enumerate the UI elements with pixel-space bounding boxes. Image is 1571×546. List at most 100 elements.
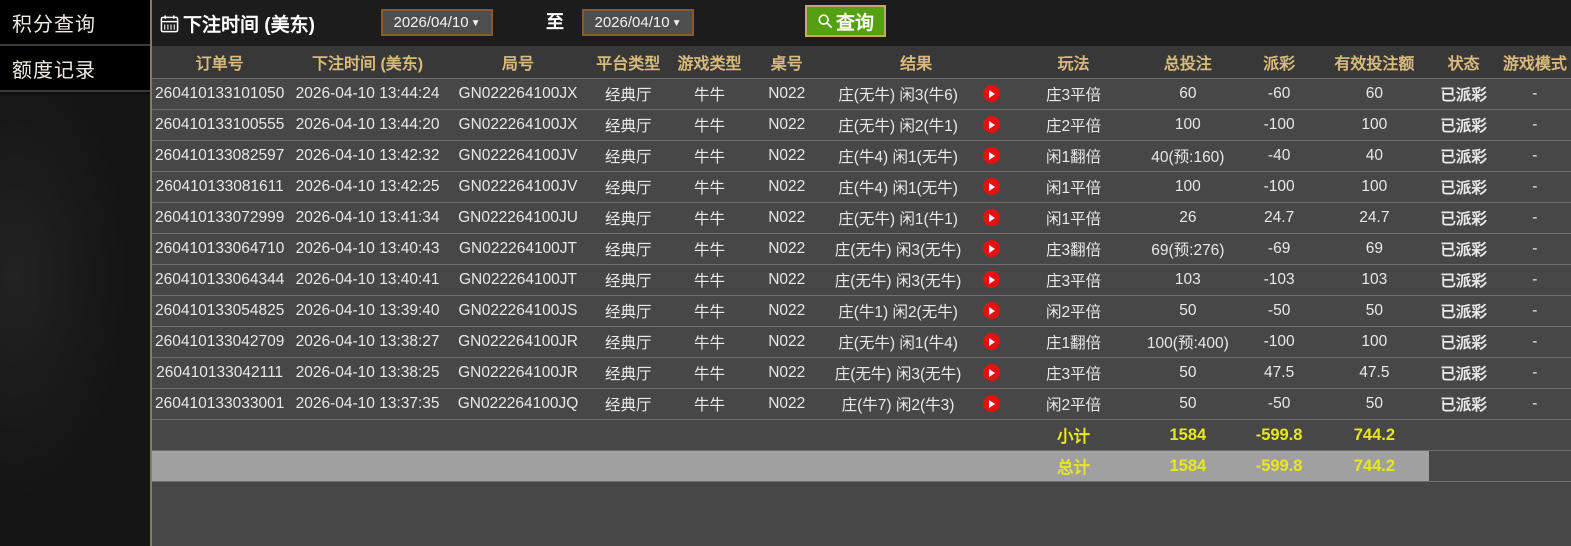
sidebar-item-label: 积分查询 [12, 13, 96, 36]
table-row[interactable]: 260410133042709 2026-04-10 13:38:27 GN0222… [152, 326, 1571, 358]
cell-order-no: 260410133033001 [152, 388, 288, 420]
table-row[interactable]: 260410133042111 2026-04-10 13:38:25 GN0222… [152, 357, 1571, 389]
play-circle-icon[interactable] [982, 333, 1000, 351]
play-circle-icon[interactable] [982, 271, 1000, 289]
cell-payout: -60 [1238, 78, 1321, 110]
cell-status: 已派彩 [1428, 109, 1499, 141]
table-row[interactable]: 260410133082597 2026-04-10 13:42:32 GN0222… [152, 140, 1571, 172]
play-circle-icon[interactable] [982, 302, 1000, 320]
table-row[interactable]: 260410133100555 2026-04-10 13:44:20 GN0222… [152, 109, 1571, 141]
cell-round-no: GN022264100JQ [447, 388, 589, 420]
cell-result: 庄(牛1) 闲2(无牛) [822, 295, 974, 327]
col-header-game-mode[interactable]: 游戏模式 [1498, 46, 1571, 79]
play-circle-icon[interactable] [982, 178, 1000, 196]
cell-status: 已派彩 [1428, 264, 1499, 296]
cell-bet-type: 庄3平倍 [1009, 264, 1138, 296]
col-header-game-type[interactable]: 游戏类型 [668, 46, 751, 79]
col-header-table-no[interactable]: 桌号 [750, 46, 823, 79]
cell-platform: 经典厅 [588, 388, 669, 420]
col-header-status[interactable]: 状态 [1428, 46, 1499, 79]
calendar-icon [160, 14, 179, 33]
play-circle-icon[interactable] [982, 364, 1000, 382]
bet-time-label: 下注时间 (美东) [183, 14, 315, 36]
date-to-picker[interactable]: 2026/04/10 ▼ [582, 9, 694, 36]
col-header-bet-type[interactable]: 玩法 [1009, 46, 1138, 79]
cell-game-type: 牛牛 [668, 171, 751, 203]
cell-bet-type: 庄3翻倍 [1009, 233, 1138, 265]
table-row[interactable]: 260410133064710 2026-04-10 13:40:43 GN0222… [152, 233, 1571, 265]
query-button[interactable]: 查询 [805, 5, 887, 37]
table-row[interactable]: 260410133064344 2026-04-10 13:40:41 GN0222… [152, 264, 1571, 296]
play-circle-icon[interactable] [982, 395, 1000, 413]
play-circle-icon[interactable] [982, 240, 1000, 258]
subtotal-game-mode-blank [1498, 419, 1571, 451]
total-spacer [152, 450, 1010, 482]
query-button-label: 查询 [836, 12, 875, 34]
cell-replay [973, 140, 1010, 172]
cell-valid-bet: 50 [1320, 295, 1429, 327]
cell-game-mode: - [1498, 357, 1571, 389]
sidebar-item-label: 额度记录 [12, 59, 96, 82]
table-row[interactable]: 260410133054825 2026-04-10 13:39:40 GN0222… [152, 295, 1571, 327]
cell-platform: 经典厅 [588, 109, 669, 141]
cell-round-no: GN022264100JT [447, 233, 589, 265]
cell-result: 庄(无牛) 闲1(牛1) [822, 202, 974, 234]
cell-table-no: N022 [750, 140, 823, 172]
cell-order-no: 260410133081611 [152, 171, 288, 203]
subtotal-payout: -599.8 [1238, 419, 1321, 451]
cell-bet-type: 闲2平倍 [1009, 388, 1138, 420]
col-header-payout[interactable]: 派彩 [1238, 46, 1321, 79]
cell-round-no: GN022264100JR [447, 326, 589, 358]
cell-result: 庄(无牛) 闲3(无牛) [822, 357, 974, 389]
cell-valid-bet: 100 [1320, 326, 1429, 358]
date-from-picker[interactable]: 2026/04/10 ▼ [381, 9, 493, 36]
play-circle-icon[interactable] [982, 147, 1000, 165]
col-header-platform[interactable]: 平台类型 [588, 46, 669, 79]
cell-table-no: N022 [750, 171, 823, 203]
cell-status: 已派彩 [1428, 140, 1499, 172]
col-header-valid-bet[interactable]: 有效投注额 [1320, 46, 1429, 79]
cell-order-no: 260410133101050 [152, 78, 288, 110]
col-header-bet-time[interactable]: 下注时间 (美东) [287, 46, 448, 79]
cell-table-no: N022 [750, 264, 823, 296]
cell-result: 庄(无牛) 闲3(牛6) [822, 78, 974, 110]
cell-valid-bet: 24.7 [1320, 202, 1429, 234]
cell-total-bet: 100 [1137, 109, 1238, 141]
cell-payout: -100 [1238, 109, 1321, 141]
sidebar-item-credit-record[interactable]: 额度记录 [0, 46, 150, 92]
cell-bet-type: 闲1平倍 [1009, 171, 1138, 203]
cell-game-type: 牛牛 [668, 326, 751, 358]
play-circle-icon[interactable] [982, 209, 1000, 227]
subtotal-status-blank [1428, 419, 1499, 451]
table-row[interactable]: 260410133072999 2026-04-10 13:41:34 GN0222… [152, 202, 1571, 234]
cell-payout: -69 [1238, 233, 1321, 265]
play-circle-icon[interactable] [982, 85, 1000, 103]
col-header-result[interactable]: 结果 [822, 46, 1010, 79]
cell-payout: -100 [1238, 171, 1321, 203]
cell-table-no: N022 [750, 78, 823, 110]
cell-valid-bet: 40 [1320, 140, 1429, 172]
sidebar-item-points-query[interactable]: 积分查询 [0, 0, 150, 46]
cell-total-bet: 50 [1137, 357, 1238, 389]
subtotal-row: 小计 1584 -599.8 744.2 [152, 419, 1571, 451]
table-row[interactable]: 260410133081611 2026-04-10 13:42:25 GN0222… [152, 171, 1571, 203]
table-row[interactable]: 260410133033001 2026-04-10 13:37:35 GN0222… [152, 388, 1571, 420]
cell-platform: 经典厅 [588, 233, 669, 265]
date-range-separator-label: 至 [546, 12, 564, 32]
total-label: 总计 [1009, 450, 1138, 482]
cell-valid-bet: 100 [1320, 171, 1429, 203]
col-header-total-bet[interactable]: 总投注 [1137, 46, 1238, 79]
play-circle-icon[interactable] [982, 116, 1000, 134]
col-header-round-no[interactable]: 局号 [447, 46, 589, 79]
table-row[interactable]: 260410133101050 2026-04-10 13:44:24 GN0222… [152, 78, 1571, 110]
cell-bet-time: 2026-04-10 13:40:41 [287, 264, 448, 296]
cell-total-bet: 103 [1137, 264, 1238, 296]
cell-valid-bet: 100 [1320, 109, 1429, 141]
cell-order-no: 260410133072999 [152, 202, 288, 234]
cell-order-no: 260410133054825 [152, 295, 288, 327]
cell-bet-time: 2026-04-10 13:44:20 [287, 109, 448, 141]
cell-table-no: N022 [750, 233, 823, 265]
col-header-order-no[interactable]: 订单号 [152, 46, 288, 79]
cell-bet-type: 庄1翻倍 [1009, 326, 1138, 358]
